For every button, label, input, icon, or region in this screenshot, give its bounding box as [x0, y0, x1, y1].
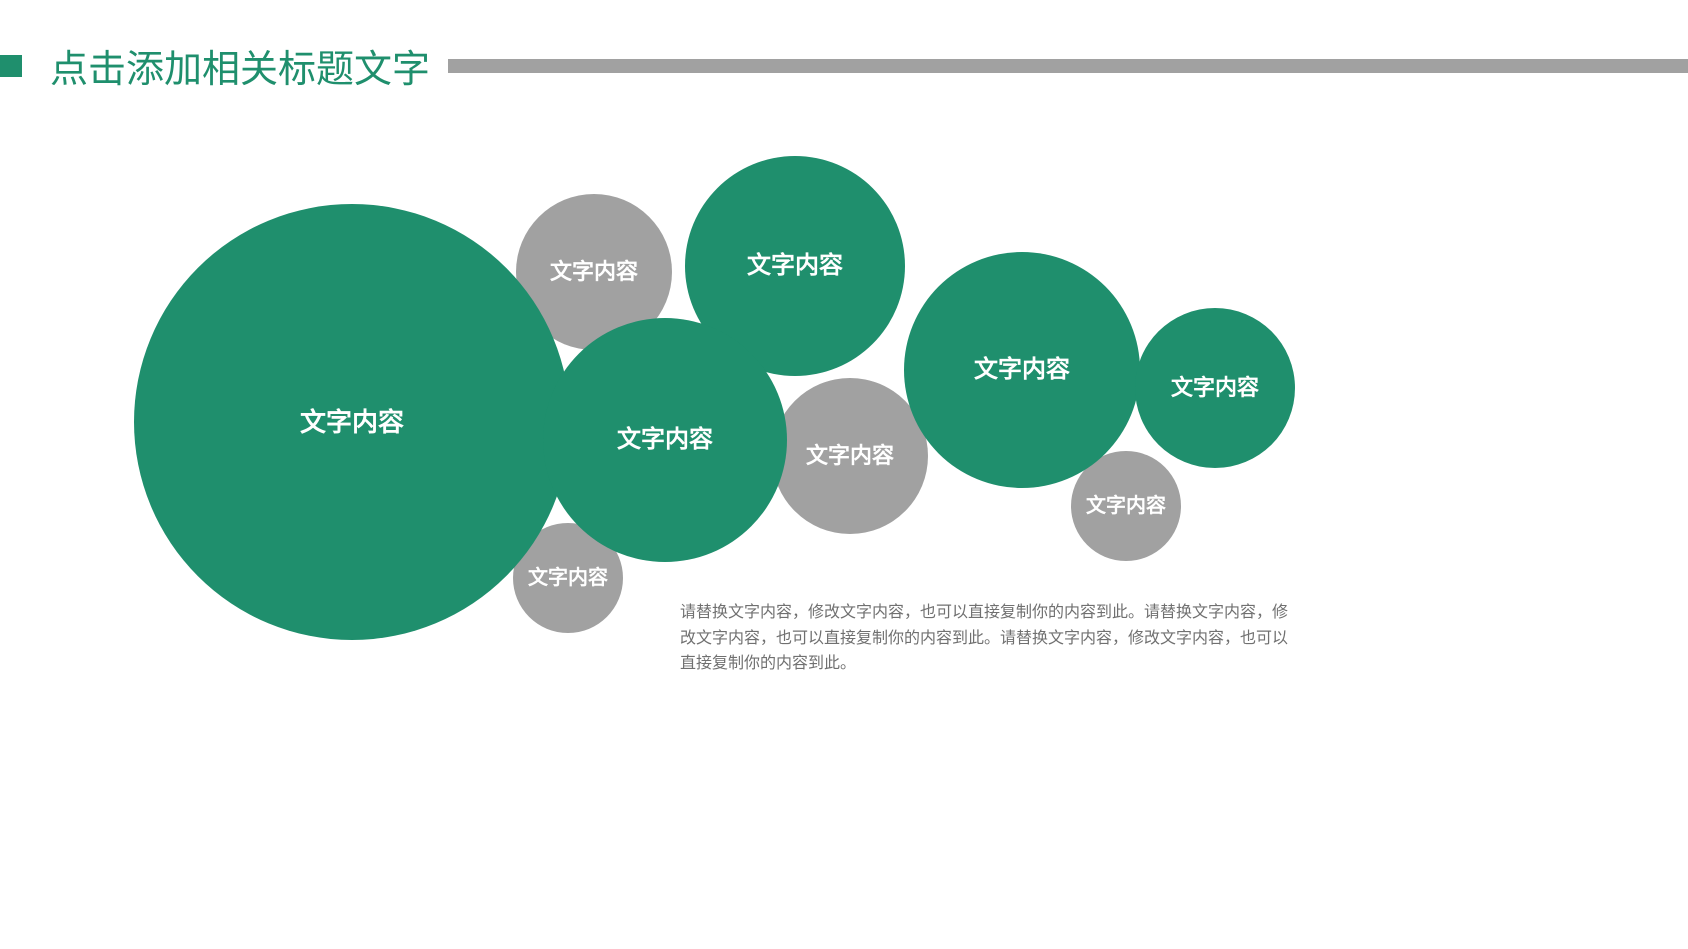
title-divider-rule	[448, 59, 1688, 73]
bubble-label: 文字内容	[806, 444, 894, 468]
bubble-b3: 文字内容	[543, 318, 787, 562]
bubble-b9: 文字内容	[1135, 308, 1295, 468]
bubble-label: 文字内容	[300, 408, 404, 437]
bubble-label: 文字内容	[747, 253, 843, 279]
bubble-label: 文字内容	[550, 260, 638, 284]
bubble-b6: 文字内容	[772, 378, 928, 534]
description-text: 请替换文字内容，修改文字内容，也可以直接复制你的内容到此。请替换文字内容，修改文…	[680, 600, 1300, 677]
bubble-b7: 文字内容	[904, 252, 1140, 488]
title-bar: 点击添加相关标题文字	[0, 38, 1688, 93]
slide-title: 点击添加相关标题文字	[50, 38, 430, 93]
slide-canvas: 点击添加相关标题文字 文字内容文字内容文字内容文字内容文字内容文字内容文字内容文…	[0, 0, 1688, 949]
bubble-b1: 文字内容	[134, 204, 570, 640]
bubble-label: 文字内容	[974, 357, 1070, 383]
bubble-label: 文字内容	[528, 567, 608, 589]
bubble-label: 文字内容	[1086, 495, 1166, 517]
bubble-label: 文字内容	[617, 427, 713, 453]
title-accent-square	[0, 55, 22, 77]
bubble-label: 文字内容	[1171, 376, 1259, 400]
